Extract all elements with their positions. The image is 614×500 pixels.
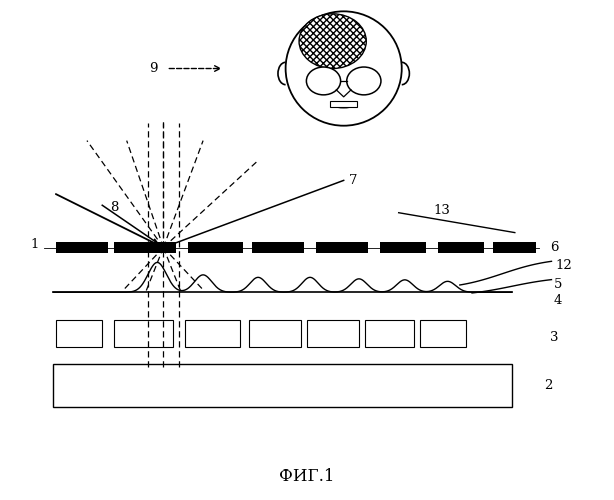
- Text: 3: 3: [550, 330, 559, 344]
- Text: 2: 2: [544, 378, 553, 392]
- Bar: [494, 242, 536, 253]
- Bar: [420, 320, 466, 347]
- FancyBboxPatch shape: [330, 102, 357, 107]
- Bar: [249, 320, 301, 347]
- Text: 12: 12: [555, 260, 572, 272]
- Text: 5: 5: [553, 278, 562, 291]
- Circle shape: [299, 14, 367, 68]
- Text: 8: 8: [111, 201, 119, 214]
- Text: 13: 13: [433, 204, 450, 216]
- Text: 4: 4: [553, 294, 562, 307]
- Bar: [365, 320, 414, 347]
- Bar: [53, 364, 511, 406]
- Text: ФИГ.1: ФИГ.1: [279, 468, 335, 484]
- Circle shape: [306, 67, 341, 95]
- Bar: [114, 242, 176, 253]
- Circle shape: [347, 67, 381, 95]
- Bar: [114, 320, 173, 347]
- Bar: [316, 242, 368, 253]
- Bar: [188, 242, 243, 253]
- Bar: [252, 242, 304, 253]
- Bar: [307, 320, 359, 347]
- Ellipse shape: [286, 12, 402, 126]
- Text: 9: 9: [149, 62, 157, 75]
- Text: 7: 7: [349, 174, 357, 187]
- Bar: [185, 320, 239, 347]
- Bar: [56, 320, 103, 347]
- Text: 1: 1: [31, 238, 39, 250]
- Bar: [56, 242, 108, 253]
- Bar: [438, 242, 484, 253]
- Bar: [380, 242, 426, 253]
- Text: 6: 6: [550, 241, 559, 254]
